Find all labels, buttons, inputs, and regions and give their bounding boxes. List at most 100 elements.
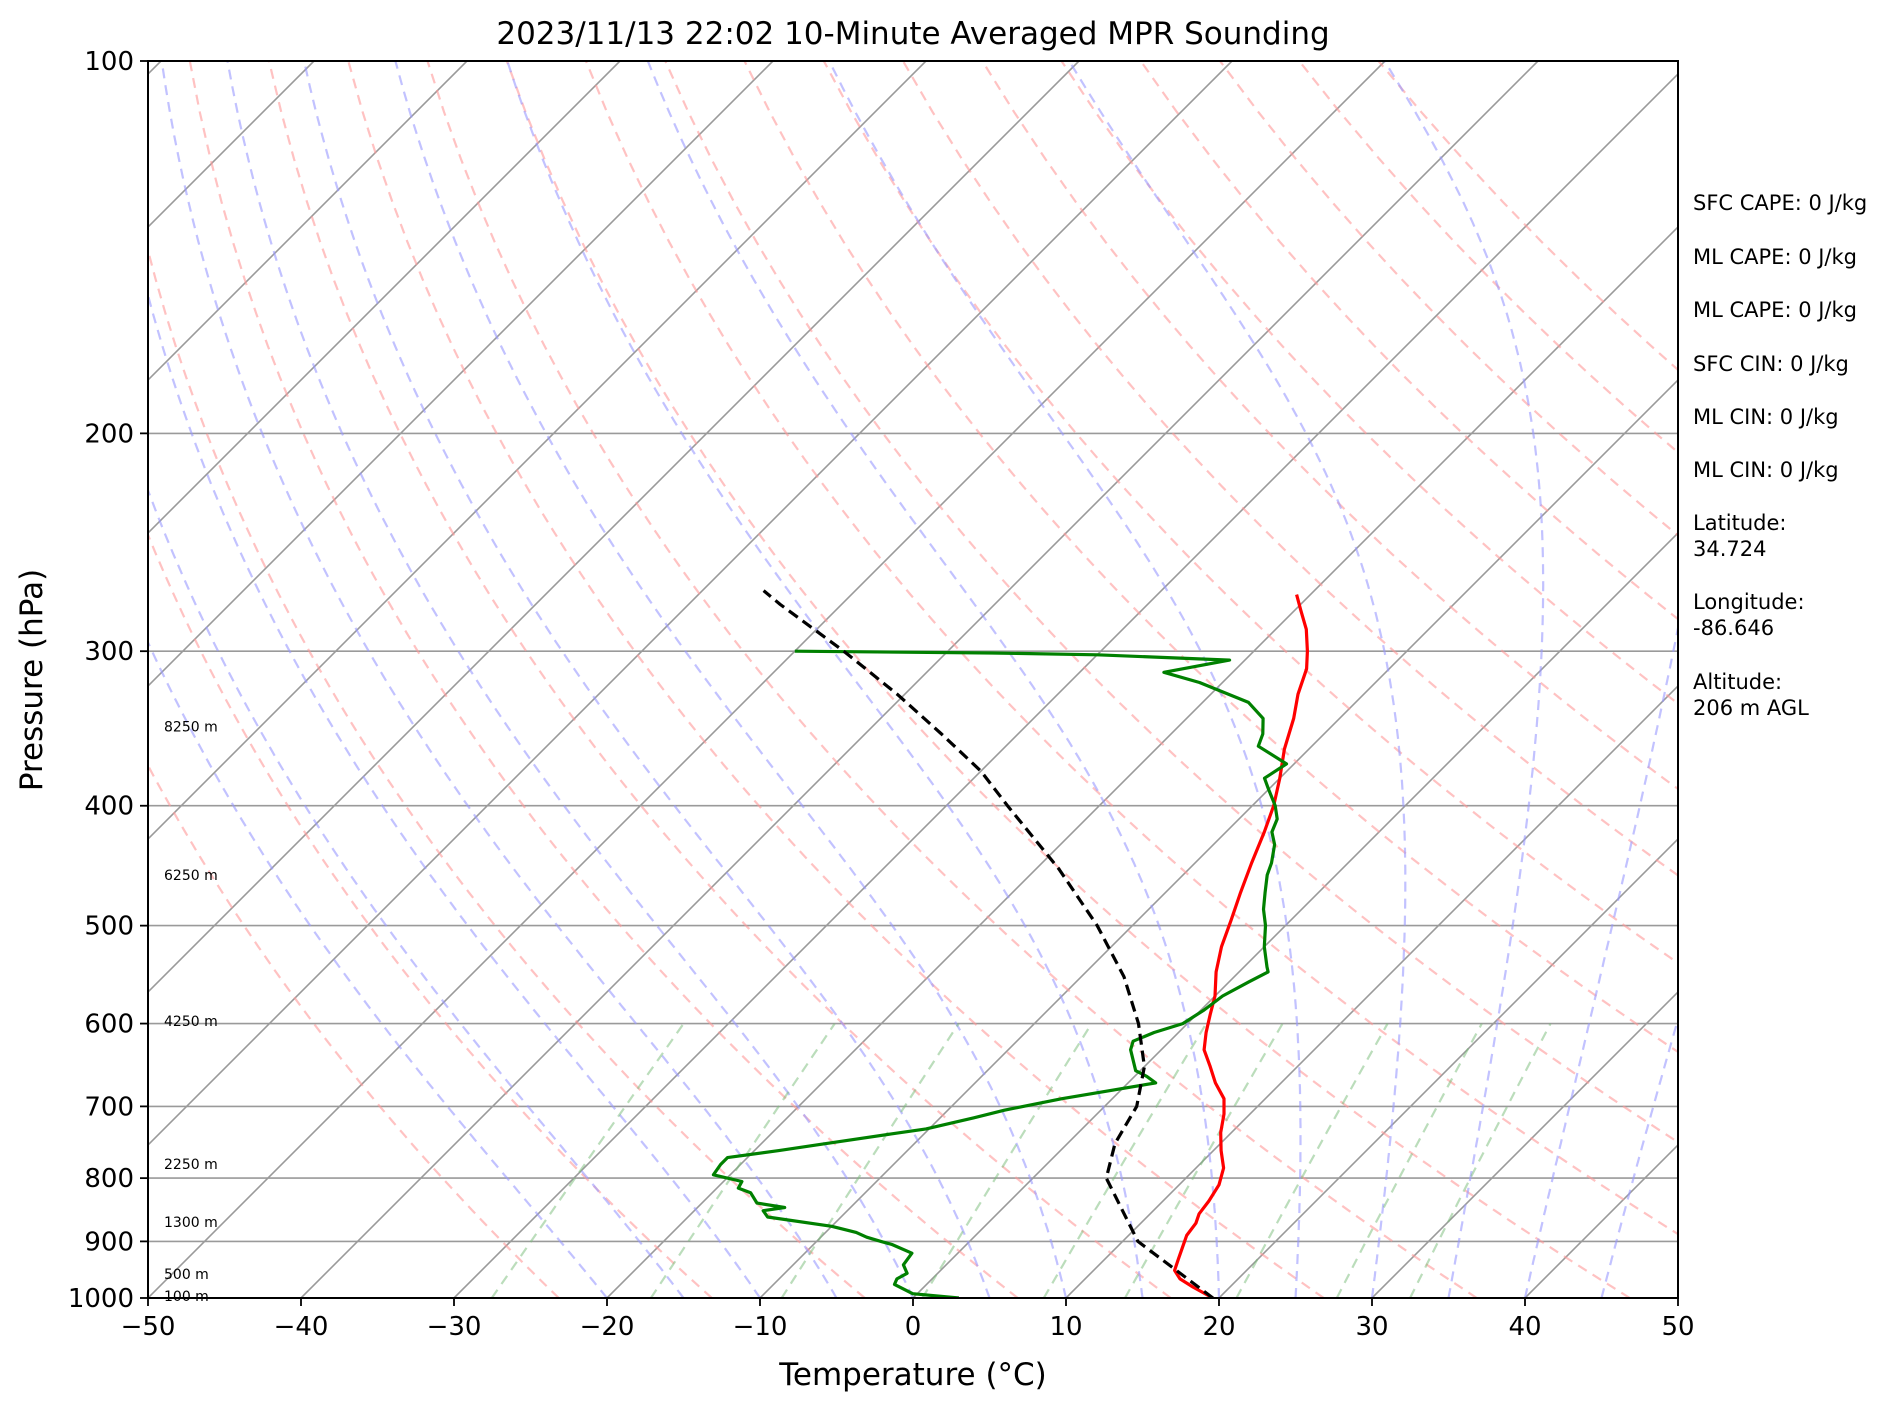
info-line: Latitude: <box>1693 511 1787 535</box>
dry-adiabat-line <box>188 61 1019 1298</box>
mixing-ratio-line <box>780 1022 960 1298</box>
mixing-ratio-line <box>1335 1023 1483 1298</box>
y-tick-label: 800 <box>84 1164 134 1194</box>
moist-adiabat-line <box>646 61 1221 1298</box>
dry-adiabat-line <box>1139 61 1678 621</box>
background-lines <box>0 61 1678 1298</box>
x-axis-ticks: −50 −40 −30 −20 −10 0 10 20 30 40 50 <box>121 1298 1695 1342</box>
x-tick-label: −30 <box>427 1312 482 1342</box>
moist-adiabat-line <box>160 61 838 1298</box>
info-line: ML CAPE: 0 J/kg <box>1693 245 1857 269</box>
info-line: -86.646 <box>1693 616 1774 640</box>
y-tick-label: 1000 <box>68 1284 134 1314</box>
x-tick-label: 20 <box>1202 1312 1235 1342</box>
y-tick-label: 400 <box>84 792 134 822</box>
mixing-ratio-line <box>1124 1023 1284 1298</box>
y-tick-label: 300 <box>84 637 134 667</box>
info-line: SFC CAPE: 0 J/kg <box>1693 191 1867 215</box>
mixing-ratio-line <box>921 1023 1093 1298</box>
info-line: Altitude: <box>1693 670 1782 694</box>
info-line: 34.724 <box>1693 537 1766 561</box>
y-tick-label: 700 <box>84 1092 134 1122</box>
info-line: ML CIN: 0 J/kg <box>1693 405 1839 429</box>
moist-adiabat-line <box>1383 61 1545 1298</box>
dry-adiabat-line <box>267 61 1172 1298</box>
x-tick-label: 0 <box>905 1312 922 1342</box>
dry-adiabat-line <box>148 763 560 1298</box>
isotherm-line <box>606 225 1678 1298</box>
moist-adiabat-line <box>506 61 1144 1298</box>
y-tick-label: 200 <box>84 419 134 449</box>
moist-adiabat-line <box>148 639 608 1298</box>
y-axis-title: Pressure (hPa) <box>14 569 50 791</box>
y-tick-label: 900 <box>84 1227 134 1257</box>
x-axis-title: Temperature (°C) <box>778 1357 1047 1393</box>
info-line: SFC CIN: 0 J/kg <box>1693 352 1849 376</box>
x-tick-label: −50 <box>121 1312 176 1342</box>
dry-adiabat-line <box>505 61 1631 1298</box>
mixing-ratio-line <box>1042 1023 1208 1298</box>
isotherm-line <box>148 61 621 535</box>
isotherm-line <box>453 72 1678 1298</box>
moist-adiabat-line <box>1600 1015 1678 1298</box>
x-tick-label: 10 <box>1049 1312 1082 1342</box>
y-tick-label: 600 <box>84 1010 134 1040</box>
mixing-ratio-line <box>649 1022 836 1298</box>
height-label: 500 m <box>164 1267 209 1283</box>
isotherm-line <box>148 61 1080 994</box>
height-label: 100 m <box>164 1289 209 1305</box>
x-tick-label: 50 <box>1661 1312 1694 1342</box>
isotherm-line <box>0 61 8 1298</box>
moist-adiabat-line <box>148 291 761 1298</box>
isotherm-line <box>148 61 1386 1298</box>
isotherm-line <box>148 61 1233 1147</box>
isotherm-line <box>759 378 1678 1298</box>
height-label: 2250 m <box>164 1157 218 1173</box>
info-line: 206 m AGL <box>1693 696 1809 720</box>
mixing-ratio-line <box>1409 1023 1552 1298</box>
moist-adiabat-line <box>1523 622 1678 1298</box>
series-lines <box>711 589 1309 1298</box>
y-tick-label: 100 <box>84 47 134 77</box>
plot-frame <box>147 60 1679 1299</box>
temperature-line <box>1173 594 1309 1298</box>
moist-adiabat-line <box>148 487 685 1298</box>
x-tick-label: −40 <box>274 1312 329 1342</box>
parcel-path-line <box>762 589 1214 1298</box>
isotherm-line <box>300 61 1539 1298</box>
info-panel: SFC CAPE: 0 J/kg ML CAPE: 0 J/kg ML CAPE: … <box>1693 191 1867 720</box>
isotherm-line <box>148 61 468 382</box>
isotherm-line <box>148 61 774 688</box>
mixing-ratio-line <box>490 1022 685 1298</box>
moist-adiabat-line <box>828 61 1302 1298</box>
isotherm-line <box>148 61 927 841</box>
info-line: ML CIN: 0 J/kg <box>1693 458 1839 482</box>
dry-adiabat-line <box>426 61 1478 1298</box>
height-label: 4250 m <box>164 1014 218 1030</box>
isotherm-line <box>1065 684 1678 1298</box>
height-label: 1300 m <box>164 1215 218 1231</box>
height-labels: 8250 m 6250 m 4250 m 2250 m 1300 m 500 m 100 m <box>164 719 218 1305</box>
dry-adiabat-line <box>347 61 1325 1298</box>
dry-adiabat-line <box>584 61 1678 1236</box>
x-tick-label: 40 <box>1508 1312 1541 1342</box>
height-label: 6250 m <box>164 868 218 884</box>
isotherm-line <box>1218 837 1678 1298</box>
moist-adiabat-line <box>303 61 991 1298</box>
x-tick-label: −10 <box>733 1312 788 1342</box>
moist-adiabat-line <box>1068 61 1407 1298</box>
info-line: Longitude: <box>1693 590 1805 614</box>
dry-adiabat-line <box>148 532 713 1298</box>
dry-adiabat-line <box>981 61 1678 791</box>
moist-adiabat-line <box>226 61 914 1298</box>
mixing-ratio-line <box>1235 1023 1389 1298</box>
chart-title: 2023/11/13 22:02 10-Minute Averaged MPR … <box>496 16 1329 52</box>
dry-adiabat-line <box>822 61 1678 965</box>
isotherm-line <box>1371 990 1678 1298</box>
y-axis-ticks: 100 200 300 400 500 600 700 800 900 1000 <box>68 47 148 1314</box>
x-tick-label: 30 <box>1355 1312 1388 1342</box>
dewpoint-line <box>711 649 1289 1298</box>
moist-adiabat-line <box>394 61 1068 1298</box>
height-label: 8250 m <box>164 719 218 735</box>
